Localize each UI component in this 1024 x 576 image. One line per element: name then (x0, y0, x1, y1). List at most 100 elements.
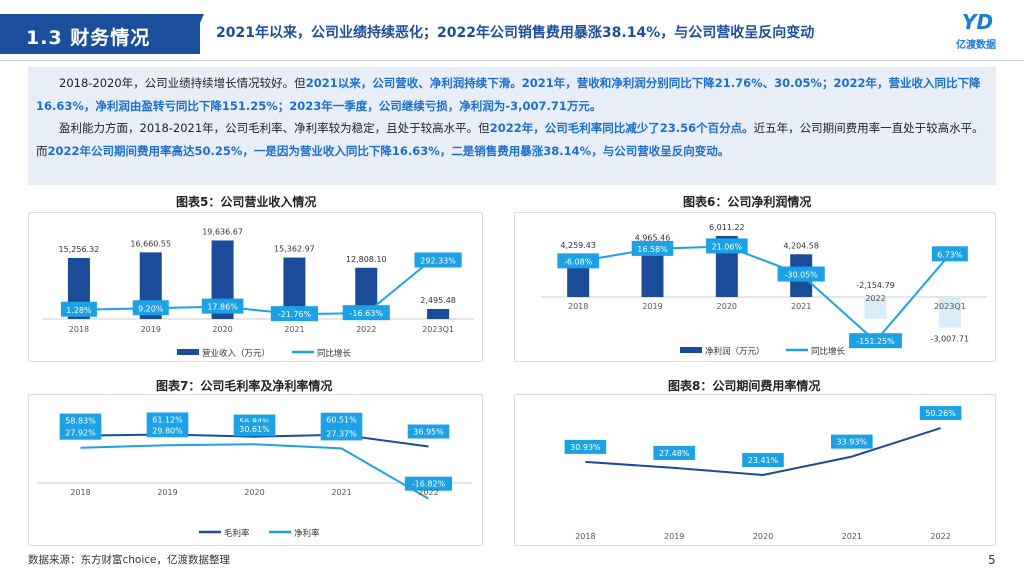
chart7-tick: 2022 (418, 488, 438, 497)
chart5-title: 图表5：公司营业收入情况 (176, 195, 317, 209)
chart8-tick: 2019 (664, 532, 684, 541)
chart5-growth-label: -16.63% (350, 309, 384, 318)
chart8-line (585, 427, 941, 477)
chart6-growth-label-bg (706, 238, 748, 254)
header-divider (0, 60, 1024, 61)
chart8-value-label: 23.41% (748, 456, 779, 465)
chart7-value-label: 30.61% (239, 425, 270, 434)
chart7-value-label: 27.92% (65, 429, 96, 438)
chart6-tick: 2019 (642, 302, 662, 311)
chart5-bar-label: 15,362.97 (274, 245, 315, 254)
chart7-label-bg (59, 425, 102, 440)
chart5-bar-label: 15,256.32 (59, 245, 100, 254)
chart5-bar-label: 2,495.48 (420, 296, 456, 305)
chart5-panel: 15,256.32 2018 16,660.55 2019 19,636.67 2020 1… (28, 212, 483, 362)
chart5-growth-label-bg (270, 306, 319, 322)
legend-label-1: 净利率 (294, 528, 320, 539)
chart8-tick: 2021 (842, 532, 862, 541)
chart8-value-label: 27.48% (659, 449, 690, 458)
chart8-label-bg (564, 439, 607, 454)
chart7-value-label: 61.12% (152, 415, 183, 424)
brand-logo: YD 亿渡数据 (956, 10, 1006, 54)
chart6-bar-label: 4,204.58 (783, 241, 819, 250)
chart6-growth-label: -30.05% (784, 271, 818, 280)
chart5-growth-label-bg (201, 298, 244, 314)
summary-paragraph-1: 2018-2020年，公司业绩持续增长情况较好。但2021以来，公司营收、净利润… (36, 72, 988, 117)
chart6-tick: 2023Q1 (934, 302, 966, 311)
summary-p1-seg-0: 2018-2020年，公司业绩持续增长情况较好。但 (59, 76, 306, 90)
chart5-growth-label-bg (342, 305, 390, 321)
chart7-label-bg (146, 423, 189, 438)
chart5-tick: 2021 (284, 325, 304, 334)
chart8-value-label: 50.26% (925, 409, 956, 418)
chart5-bar-label: 19,636.67 (202, 227, 243, 236)
chart7-label-bg (320, 426, 363, 441)
chart5-growth-label: 9.20% (138, 304, 164, 313)
chart5-growth-label: -21.76% (278, 310, 312, 319)
chart8-tick: 2020 (753, 532, 773, 541)
summary-p2-seg-3: 2022年公司期间费用率高达50.25%，一是因为营业收入同比下降16.63%，… (47, 143, 730, 158)
chart6-tick: 2021 (791, 302, 811, 311)
chart7-tick: 2020 (244, 488, 264, 497)
section-label: 1.3 财务情况 (0, 14, 200, 54)
chart7-value-label: 27.37% (326, 429, 357, 438)
data-source: 数据来源：东方财富choice，亿渡数据整理 (28, 554, 231, 566)
chart7-label-bg (404, 476, 453, 491)
chart6-tick: 2018 (568, 302, 588, 311)
chart5-growth-label: 1.28% (66, 306, 92, 315)
chart8-value-label: 30.93% (570, 443, 601, 452)
chart7-value-label: 29.80% (152, 426, 183, 435)
chart6-growth-label-bg (631, 240, 674, 256)
chart5-tick: 2020 (212, 325, 232, 334)
chart6-title: 图表6：公司净利润情况 (683, 195, 812, 209)
chart8-svg: 30.93% 27.48% 23.41% 33.93% 50.26% 2018 2019 20… (564, 406, 962, 541)
chart7-value-label: 60.51% (326, 416, 357, 425)
chart5-bar (427, 309, 450, 319)
chart7-tick: 2018 (70, 488, 90, 497)
chart6-bar (864, 297, 887, 319)
legend-swatch-0 (680, 347, 702, 353)
summary-p2-seg-0: 盈利能力方面，2018-2021年，公司毛利率、净利率较为稳定，且处于较高水平。… (59, 121, 490, 135)
chart6-growth-line (578, 245, 951, 343)
chart5-growth-label: 292.33% (420, 256, 456, 265)
chart6-bar (641, 246, 664, 297)
chart7-line-0 (80, 433, 429, 448)
chart6-tick: 2022 (865, 294, 885, 303)
chart6-bar-label: 4,259.43 (560, 241, 596, 250)
logo-text: 亿渡数据 (956, 40, 996, 51)
chart7-value-label: 36.95% (413, 428, 444, 437)
chart5-bar (283, 257, 306, 319)
logo-mark: YD (962, 10, 994, 34)
chart7-label-bg (233, 422, 276, 437)
chart8-value-label: 33.93% (837, 438, 868, 447)
page-title: 2021年以来，公司业绩持续恶化；2022年公司销售费用暴涨38.14%，与公司… (216, 25, 815, 41)
chart5-growth-label-bg (60, 301, 97, 317)
chart6-growth-label-bg (849, 333, 902, 349)
page-number: 5 (988, 553, 996, 567)
chart6-tick: 2020 (717, 302, 737, 311)
header: 1.3 财务情况 2021年以来，公司业绩持续恶化；2022年公司销售费用暴涨3… (0, 0, 1024, 64)
legend-swatch-0 (177, 349, 199, 355)
chart7-line-1 (80, 443, 430, 500)
chart8-label-bg (653, 445, 695, 460)
chart6-bar-label: 4,965.46 (635, 234, 671, 243)
chart7-label-bg (146, 412, 189, 427)
chart8-title: 图表8：公司期间费用率情况 (668, 379, 821, 393)
chart8-label-bg (742, 453, 784, 468)
chart6-bar-label: -2,154.79 (856, 281, 895, 290)
chart8-label-bg (831, 434, 873, 449)
chart5-tick: 2018 (69, 325, 89, 334)
chart7-panel: 58.83% 61.12% 56.84% 60.51% 36.95% 27.92% 29.8… (28, 394, 483, 546)
chart8-panel: 30.93% 27.48% 23.41% 33.93% 50.26% 2018 2019 20… (514, 394, 996, 546)
chart7-label-bg (59, 413, 102, 428)
chart6-svg: 4,259.43 2018 4,965.46 2019 6,011.22 2020 4,20… (541, 223, 987, 357)
chart7-tick: 2021 (331, 488, 351, 497)
chart6-growth-label: -151.25% (856, 337, 895, 346)
chart5-bar-label: 12,808.10 (346, 255, 387, 264)
chart6-growth-label: 21.06% (712, 242, 743, 251)
legend-label-0: 净利润（万元） (705, 346, 765, 357)
chart6-growth-label: 16.58% (637, 245, 668, 254)
chart6-bar-label: 6,011.22 (709, 223, 745, 232)
summary-p2-seg-1: 2022年，公司毛利率同比减少了23.56个百分点。 (489, 121, 754, 135)
legend-label-1: 同比增长 (811, 346, 846, 357)
